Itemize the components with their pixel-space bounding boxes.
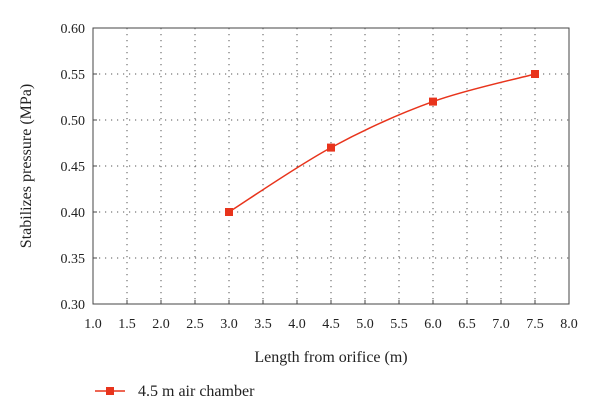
x-tick-label: 4.5	[322, 317, 340, 332]
x-tick-label: 6.0	[424, 317, 442, 332]
data-point-marker	[225, 208, 233, 216]
legend-label: 4.5 m air chamber	[138, 383, 255, 400]
x-tick-label: 6.5	[458, 317, 476, 332]
y-axis-title: Stabilizes pressure (MPa)	[18, 84, 35, 248]
legend-marker	[106, 387, 114, 395]
y-tick-label: 0.35	[61, 252, 86, 267]
x-tick-label: 8.0	[560, 317, 578, 332]
series-line	[228, 73, 536, 213]
series-layer	[225, 70, 539, 216]
y-tick-label: 0.55	[61, 68, 86, 83]
x-tick-label: 2.0	[152, 317, 170, 332]
x-tick-label: 1.0	[84, 317, 102, 332]
data-point-marker	[531, 70, 539, 78]
grid	[93, 28, 569, 304]
x-tick-label: 7.5	[526, 317, 544, 332]
y-tick-label: 0.50	[61, 114, 86, 129]
x-tick-label: 2.5	[186, 317, 204, 332]
y-tick-label: 0.40	[61, 206, 86, 221]
x-tick-label: 4.0	[288, 317, 306, 332]
legend: 4.5 m air chamber	[95, 383, 255, 400]
x-tick-label: 7.0	[492, 317, 510, 332]
x-axis-title: Length from orifice (m)	[254, 349, 407, 366]
data-point-marker	[327, 143, 335, 152]
y-tick-label: 0.60	[61, 22, 86, 37]
data-point-marker	[429, 97, 437, 106]
x-tick-label: 3.0	[220, 317, 238, 332]
x-tick-label: 5.5	[390, 317, 408, 332]
x-tick-label: 5.0	[356, 317, 374, 332]
x-tick-label: 3.5	[254, 317, 272, 332]
x-tick-label: 1.5	[118, 317, 136, 332]
y-tick-label: 0.30	[61, 298, 86, 313]
ticks: 1.0 1.5 2.0 2.5 3.0 3.5 4.0 4.5 5.0 5.5 6.0 6.5 7.0 7…	[61, 22, 578, 332]
y-tick-label: 0.45	[61, 160, 86, 175]
